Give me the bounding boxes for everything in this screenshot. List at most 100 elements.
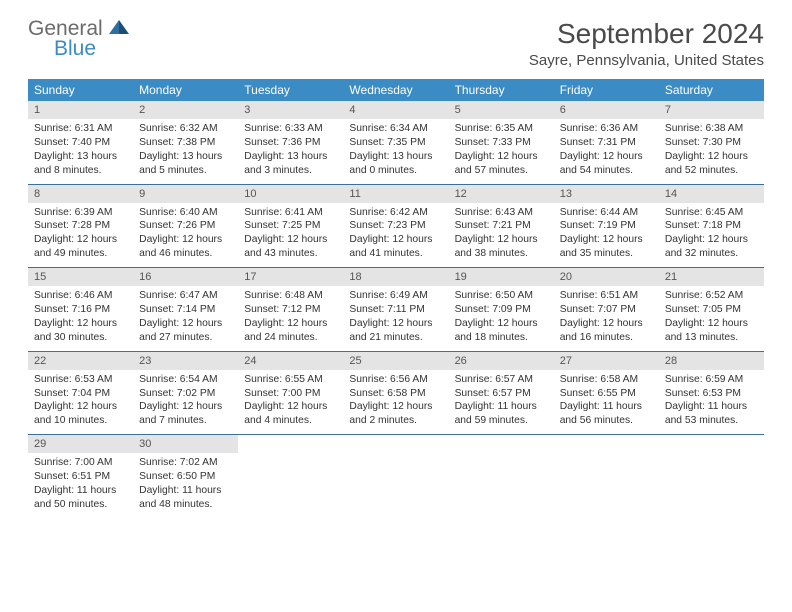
calendar-weeks: 1Sunrise: 6:31 AMSunset: 7:40 PMDaylight… — [28, 101, 764, 518]
weekday-cell: Friday — [554, 79, 659, 101]
sunset-text: Sunset: 6:53 PM — [665, 387, 758, 401]
day-cell: 14Sunrise: 6:45 AMSunset: 7:18 PMDayligh… — [659, 185, 764, 268]
day-number: 29 — [28, 435, 133, 453]
day-cell: 15Sunrise: 6:46 AMSunset: 7:16 PMDayligh… — [28, 268, 133, 351]
sunrise-text: Sunrise: 6:49 AM — [349, 289, 442, 303]
day-number: 22 — [28, 352, 133, 370]
day-cell: 22Sunrise: 6:53 AMSunset: 7:04 PMDayligh… — [28, 352, 133, 435]
day-number: 15 — [28, 268, 133, 286]
day-number: 21 — [659, 268, 764, 286]
weekday-cell: Thursday — [449, 79, 554, 101]
sunrise-text: Sunrise: 7:00 AM — [34, 456, 127, 470]
empty-cell — [238, 435, 343, 518]
day-cell: 18Sunrise: 6:49 AMSunset: 7:11 PMDayligh… — [343, 268, 448, 351]
daylight-text: Daylight: 13 hours and 0 minutes. — [349, 150, 442, 178]
sunset-text: Sunset: 7:05 PM — [665, 303, 758, 317]
day-cell: 6Sunrise: 6:36 AMSunset: 7:31 PMDaylight… — [554, 101, 659, 184]
daylight-text: Daylight: 12 hours and 21 minutes. — [349, 317, 442, 345]
day-number: 7 — [659, 101, 764, 119]
sunset-text: Sunset: 7:23 PM — [349, 219, 442, 233]
day-cell: 13Sunrise: 6:44 AMSunset: 7:19 PMDayligh… — [554, 185, 659, 268]
day-cell: 20Sunrise: 6:51 AMSunset: 7:07 PMDayligh… — [554, 268, 659, 351]
daylight-text: Daylight: 11 hours and 48 minutes. — [139, 484, 232, 512]
sunset-text: Sunset: 7:25 PM — [244, 219, 337, 233]
day-cell: 4Sunrise: 6:34 AMSunset: 7:35 PMDaylight… — [343, 101, 448, 184]
daylight-text: Daylight: 12 hours and 30 minutes. — [34, 317, 127, 345]
day-body: Sunrise: 6:51 AMSunset: 7:07 PMDaylight:… — [554, 286, 659, 351]
day-body: Sunrise: 6:44 AMSunset: 7:19 PMDaylight:… — [554, 203, 659, 268]
day-body: Sunrise: 6:45 AMSunset: 7:18 PMDaylight:… — [659, 203, 764, 268]
day-body: Sunrise: 6:36 AMSunset: 7:31 PMDaylight:… — [554, 119, 659, 184]
sunrise-text: Sunrise: 6:34 AM — [349, 122, 442, 136]
sunrise-text: Sunrise: 6:33 AM — [244, 122, 337, 136]
sunrise-text: Sunrise: 6:46 AM — [34, 289, 127, 303]
daylight-text: Daylight: 12 hours and 2 minutes. — [349, 400, 442, 428]
daylight-text: Daylight: 12 hours and 49 minutes. — [34, 233, 127, 261]
sunset-text: Sunset: 7:40 PM — [34, 136, 127, 150]
day-number: 5 — [449, 101, 554, 119]
day-body: Sunrise: 6:48 AMSunset: 7:12 PMDaylight:… — [238, 286, 343, 351]
brand-mark-icon — [109, 18, 129, 34]
sunrise-text: Sunrise: 6:32 AM — [139, 122, 232, 136]
day-number: 20 — [554, 268, 659, 286]
day-body: Sunrise: 6:50 AMSunset: 7:09 PMDaylight:… — [449, 286, 554, 351]
day-body: Sunrise: 6:38 AMSunset: 7:30 PMDaylight:… — [659, 119, 764, 184]
day-cell: 21Sunrise: 6:52 AMSunset: 7:05 PMDayligh… — [659, 268, 764, 351]
day-number: 2 — [133, 101, 238, 119]
sunrise-text: Sunrise: 6:44 AM — [560, 206, 653, 220]
day-number: 25 — [343, 352, 448, 370]
daylight-text: Daylight: 12 hours and 52 minutes. — [665, 150, 758, 178]
day-cell: 5Sunrise: 6:35 AMSunset: 7:33 PMDaylight… — [449, 101, 554, 184]
sunrise-text: Sunrise: 6:58 AM — [560, 373, 653, 387]
header: General Blue September 2024 Sayre, Penns… — [28, 18, 764, 69]
day-number: 23 — [133, 352, 238, 370]
day-cell: 17Sunrise: 6:48 AMSunset: 7:12 PMDayligh… — [238, 268, 343, 351]
day-number: 13 — [554, 185, 659, 203]
brand-part2: Blue — [54, 38, 129, 59]
day-body: Sunrise: 6:39 AMSunset: 7:28 PMDaylight:… — [28, 203, 133, 268]
sunset-text: Sunset: 7:33 PM — [455, 136, 548, 150]
day-cell: 29 Sunrise: 7:00 AMSunset: 6:51 PMDayligh… — [28, 435, 133, 518]
daylight-text: Daylight: 11 hours and 59 minutes. — [455, 400, 548, 428]
daylight-text: Daylight: 12 hours and 10 minutes. — [34, 400, 127, 428]
sunset-text: Sunset: 7:00 PM — [244, 387, 337, 401]
day-body: Sunrise: 6:33 AMSunset: 7:36 PMDaylight:… — [238, 119, 343, 184]
empty-cell — [343, 435, 448, 518]
sunset-text: Sunset: 6:55 PM — [560, 387, 653, 401]
day-body: Sunrise: 6:57 AMSunset: 6:57 PMDaylight:… — [449, 370, 554, 435]
sunset-text: Sunset: 7:18 PM — [665, 219, 758, 233]
daylight-text: Daylight: 12 hours and 24 minutes. — [244, 317, 337, 345]
week-row: 8Sunrise: 6:39 AMSunset: 7:28 PMDaylight… — [28, 185, 764, 269]
sunset-text: Sunset: 6:57 PM — [455, 387, 548, 401]
daylight-text: Daylight: 11 hours and 53 minutes. — [665, 400, 758, 428]
daylight-text: Daylight: 12 hours and 57 minutes. — [455, 150, 548, 178]
day-body: Sunrise: 6:46 AMSunset: 7:16 PMDaylight:… — [28, 286, 133, 351]
day-number: 14 — [659, 185, 764, 203]
day-number: 24 — [238, 352, 343, 370]
sunset-text: Sunset: 6:51 PM — [34, 470, 127, 484]
day-cell: 10Sunrise: 6:41 AMSunset: 7:25 PMDayligh… — [238, 185, 343, 268]
sunset-text: Sunset: 7:38 PM — [139, 136, 232, 150]
sunset-text: Sunset: 7:16 PM — [34, 303, 127, 317]
daylight-text: Daylight: 12 hours and 16 minutes. — [560, 317, 653, 345]
day-body: Sunrise: 6:32 AMSunset: 7:38 PMDaylight:… — [133, 119, 238, 184]
daylight-text: Daylight: 12 hours and 18 minutes. — [455, 317, 548, 345]
brand-logo: General Blue — [28, 18, 129, 59]
week-row: 29Sunrise: 7:00 AMSunset: 6:51 PMDayligh… — [28, 435, 764, 518]
daylight-text: Daylight: 11 hours and 50 minutes. — [34, 484, 127, 512]
sunset-text: Sunset: 7:36 PM — [244, 136, 337, 150]
day-cell: 27Sunrise: 6:58 AMSunset: 6:55 PMDayligh… — [554, 352, 659, 435]
sunrise-text: Sunrise: 6:55 AM — [244, 373, 337, 387]
sunset-text: Sunset: 7:04 PM — [34, 387, 127, 401]
daylight-text: Daylight: 12 hours and 27 minutes. — [139, 317, 232, 345]
day-body: Sunrise: 6:31 AMSunset: 7:40 PMDaylight:… — [28, 119, 133, 184]
brand-text-block: General Blue — [28, 18, 129, 59]
sunrise-text: Sunrise: 7:02 AM — [139, 456, 232, 470]
daylight-text: Daylight: 12 hours and 4 minutes. — [244, 400, 337, 428]
daylight-text: Daylight: 12 hours and 43 minutes. — [244, 233, 337, 261]
sunset-text: Sunset: 7:21 PM — [455, 219, 548, 233]
week-row: 15Sunrise: 6:46 AMSunset: 7:16 PMDayligh… — [28, 268, 764, 352]
day-number: 26 — [449, 352, 554, 370]
day-cell: 25Sunrise: 6:56 AMSunset: 6:58 PMDayligh… — [343, 352, 448, 435]
day-cell: 24 Sunrise: 6:55 AMSunset: 7:00 PMDayligh… — [238, 352, 343, 435]
